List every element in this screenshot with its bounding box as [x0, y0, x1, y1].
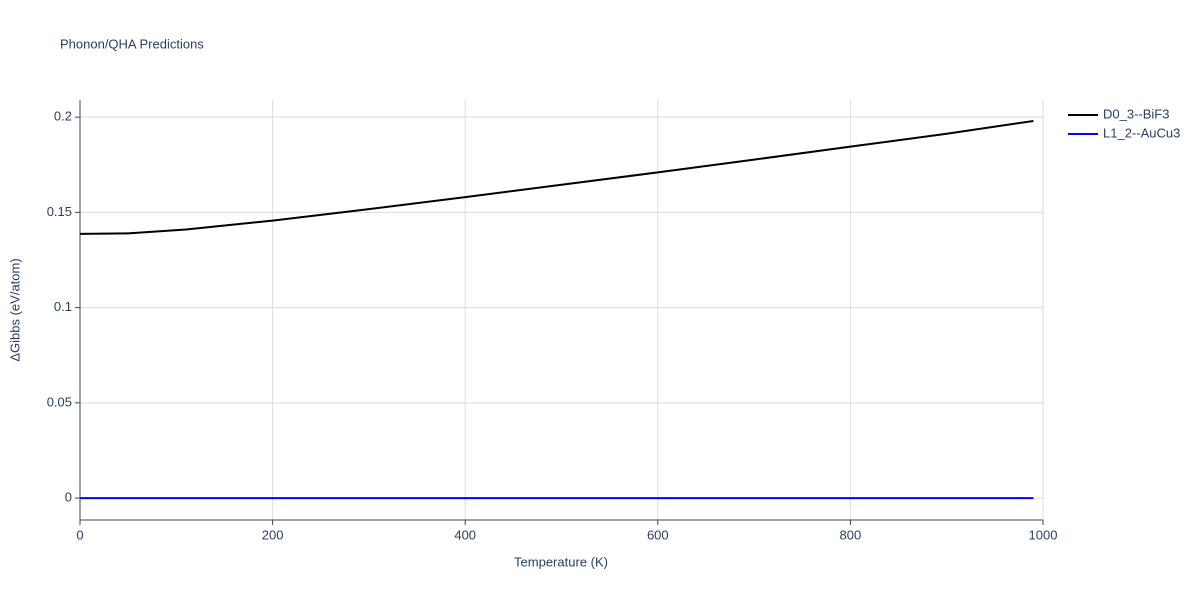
legend-label: D0_3--BiF3: [1103, 106, 1169, 121]
y-tick-label: 0.1: [54, 299, 72, 314]
x-tick-label: 1000: [1029, 527, 1058, 542]
data-line: [79, 119, 1034, 235]
y-tick-label: 0.05: [47, 394, 72, 409]
chart-title: Phonon/QHA Predictions: [60, 36, 204, 51]
y-tick-label: 0.15: [47, 204, 72, 219]
x-tick-label: 800: [840, 527, 862, 542]
x-tick-label: 600: [647, 527, 669, 542]
legend-label: L1_2--AuCu3: [1103, 125, 1180, 140]
y-axis-label: ΔGibbs (eV/atom): [7, 258, 22, 361]
x-tick-label: 400: [454, 527, 476, 542]
y-tick-label: 0.2: [54, 109, 72, 124]
x-tick-label: 0: [76, 527, 83, 542]
x-tick-label: 200: [262, 527, 284, 542]
x-axis-label: Temperature (K): [514, 554, 608, 569]
y-tick-label: 0: [65, 490, 72, 505]
